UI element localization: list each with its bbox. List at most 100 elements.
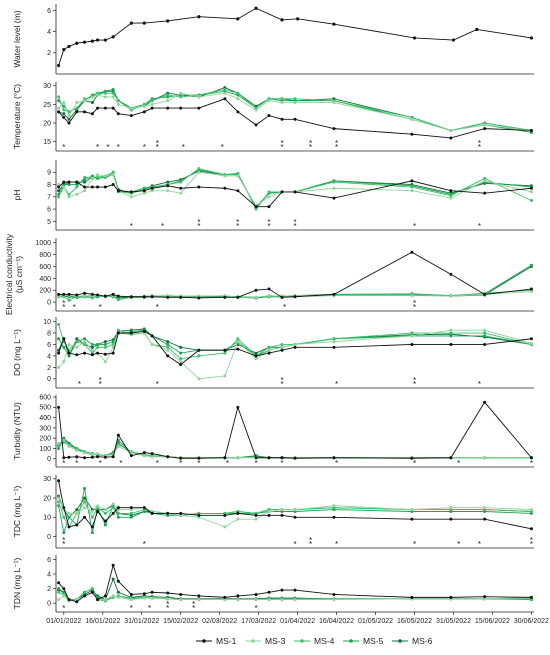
data-point-ms-3 — [67, 195, 71, 199]
data-point-ms-4 — [83, 175, 87, 179]
water-level-point — [82, 40, 87, 44]
y-tick-label: 0 — [47, 534, 51, 541]
data-point-ms-1 — [410, 595, 414, 599]
data-point-ms-4 — [75, 446, 79, 450]
data-point-ms-1 — [111, 183, 115, 187]
data-point-ms-1 — [236, 594, 240, 598]
y-tick-label: 6 — [47, 557, 51, 564]
series-ms-1 — [57, 563, 533, 604]
data-point-ms-1 — [57, 479, 61, 483]
data-point-ms-1 — [83, 110, 87, 114]
y-tick-label: 7 — [47, 194, 51, 201]
series-ms-4 — [57, 87, 533, 132]
data-point-ms-3 — [483, 179, 487, 183]
data-point-ms-1 — [449, 189, 453, 193]
significance-star: * — [413, 376, 416, 385]
significance-star: * — [192, 600, 195, 609]
significance-star: * — [156, 380, 159, 389]
significance-star: * — [335, 380, 338, 389]
data-point-ms-3 — [111, 502, 115, 506]
legend-marker — [300, 639, 304, 643]
significance-star: * — [75, 455, 78, 464]
water-level-point — [529, 36, 534, 40]
data-point-ms-3 — [332, 101, 336, 105]
significance-star: * — [267, 218, 270, 227]
data-point-ms-5 — [75, 183, 79, 187]
data-point-ms-3 — [83, 99, 87, 103]
water-level-point — [166, 19, 170, 23]
data-point-ms-3 — [90, 453, 94, 457]
y-tick-label: 0 — [47, 456, 51, 463]
data-point-ms-1 — [150, 186, 154, 190]
data-point-ms-1 — [223, 97, 227, 101]
data-point-ms-1 — [96, 293, 100, 297]
data-point-ms-3 — [267, 195, 271, 199]
significance-star: * — [478, 540, 481, 549]
data-point-ms-6 — [62, 112, 66, 116]
data-point-ms-6 — [57, 189, 61, 193]
data-point-ms-1 — [280, 348, 284, 352]
data-point-ms-3 — [280, 598, 284, 602]
significance-star: * — [221, 143, 224, 152]
data-point-ms-1 — [166, 591, 170, 595]
water-level-point — [412, 36, 417, 40]
data-point-ms-1 — [150, 511, 154, 515]
data-point-ms-3 — [197, 170, 201, 174]
data-point-ms-3 — [62, 185, 66, 189]
data-point-ms-4 — [57, 95, 61, 99]
data-point-ms-5 — [62, 531, 66, 535]
data-point-ms-1 — [67, 292, 71, 296]
data-point-ms-1 — [254, 513, 258, 517]
data-point-ms-3 — [529, 289, 533, 293]
significance-star: * — [73, 303, 76, 312]
data-point-ms-3 — [96, 173, 100, 177]
data-point-ms-5 — [83, 486, 87, 490]
data-point-ms-1 — [483, 342, 487, 346]
data-point-ms-3 — [142, 596, 146, 600]
data-point-ms-4 — [267, 190, 271, 194]
data-point-ms-4 — [332, 180, 336, 184]
data-point-ms-5 — [90, 342, 94, 346]
data-point-ms-1 — [293, 456, 297, 460]
data-point-ms-1 — [529, 128, 533, 132]
x-tick-label: 16/01/2022 — [85, 618, 120, 625]
data-point-ms-3 — [223, 174, 227, 178]
data-point-ms-1 — [179, 186, 183, 190]
data-point-ms-4 — [236, 172, 240, 176]
data-point-ms-3 — [116, 444, 120, 448]
series-ms-5 — [57, 168, 533, 209]
series-ms-3 — [57, 170, 533, 207]
data-point-ms-4 — [111, 91, 115, 95]
data-point-ms-3 — [236, 598, 240, 602]
series-line-ms-4 — [58, 88, 532, 131]
data-point-ms-1 — [103, 294, 107, 298]
series-ms-4 — [57, 167, 533, 211]
data-point-ms-3 — [142, 191, 146, 195]
data-point-ms-1 — [236, 189, 240, 193]
x-tick-label: 01/04/2022 — [280, 618, 315, 625]
data-point-ms-1 — [75, 180, 79, 184]
data-point-ms-1 — [223, 348, 227, 352]
data-point-ms-3 — [236, 340, 240, 344]
y-tick-label: 2 — [47, 50, 51, 57]
data-point-ms-5 — [57, 587, 61, 591]
data-point-ms-3 — [67, 511, 71, 515]
data-point-ms-3 — [410, 334, 414, 338]
data-point-ms-1 — [116, 294, 120, 298]
series-ms-4 — [57, 500, 533, 529]
data-point-ms-3 — [62, 594, 66, 598]
data-point-ms-4 — [96, 345, 100, 349]
series-line-ms-3 — [58, 439, 532, 459]
significance-star: * — [99, 376, 102, 385]
data-point-ms-3 — [410, 508, 414, 512]
data-point-ms-4 — [236, 91, 240, 95]
data-point-ms-1 — [150, 106, 154, 110]
legend-item-ms-3: MS-3 — [245, 636, 286, 646]
y-tick-label: 600 — [39, 264, 51, 271]
data-point-ms-3 — [83, 340, 87, 344]
y-tick-label: 0 — [47, 601, 51, 608]
water-level-point — [236, 17, 240, 21]
data-point-ms-3 — [103, 174, 107, 178]
series-line-ms-6 — [58, 170, 532, 209]
legend-marker — [349, 639, 353, 643]
